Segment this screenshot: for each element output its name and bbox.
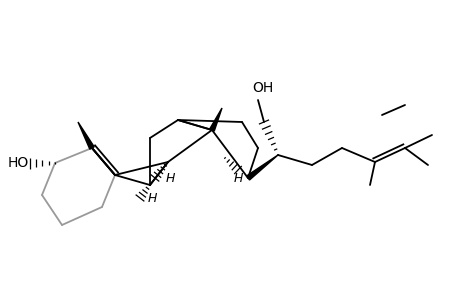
Text: H: H <box>147 191 157 205</box>
Text: OH: OH <box>252 81 273 95</box>
Text: H: H <box>233 172 242 184</box>
Text: HO: HO <box>8 156 29 170</box>
Text: H: H <box>165 172 174 184</box>
Polygon shape <box>78 122 94 149</box>
Polygon shape <box>246 155 277 180</box>
Polygon shape <box>209 108 222 131</box>
